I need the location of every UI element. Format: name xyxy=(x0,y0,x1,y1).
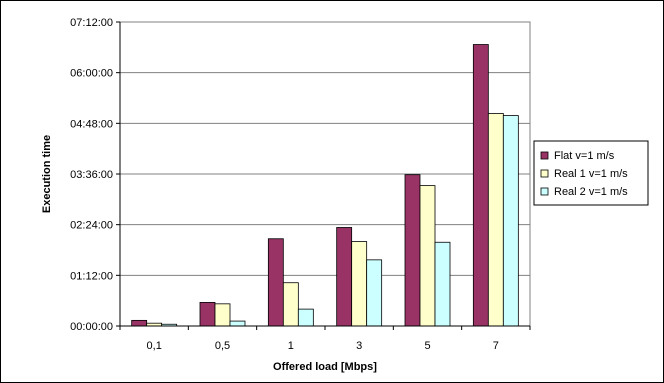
x-tick-label: 3 xyxy=(356,340,362,352)
x-axis-title: Offered load [Mbps] xyxy=(273,361,377,373)
y-tick-label: 02:24:00 xyxy=(70,220,113,232)
bars xyxy=(131,44,519,327)
bar xyxy=(214,303,231,327)
bar xyxy=(336,227,353,327)
bar xyxy=(419,185,436,327)
y-tick-label: 00:00:00 xyxy=(70,321,113,333)
y-tick-label: 01:12:00 xyxy=(70,270,113,282)
bar xyxy=(229,320,246,327)
bar xyxy=(199,302,216,327)
bar xyxy=(472,44,489,327)
legend-swatch xyxy=(540,169,549,178)
y-tick-label: 07:12:00 xyxy=(70,17,113,29)
bar xyxy=(366,259,383,327)
bar xyxy=(502,115,519,327)
bar xyxy=(434,241,451,327)
bar xyxy=(131,319,148,327)
x-tick-label: 1 xyxy=(288,340,294,352)
x-tick-label: 7 xyxy=(493,340,499,352)
y-axis-ticks: 00:00:00 01:12:00 02:24:00 03:36:00 04:48:00… xyxy=(70,17,530,333)
legend: Flat v=1 m/s Real 1 v=1 m/s Real 2 v=1 m/s xyxy=(533,140,649,206)
legend-swatch xyxy=(540,151,549,160)
bar xyxy=(487,113,504,327)
x-tick-label: 0,1 xyxy=(147,340,162,352)
bar xyxy=(267,238,284,327)
y-tick-label: 06:00:00 xyxy=(70,68,113,80)
legend-label: Flat v=1 m/s xyxy=(554,150,615,162)
bar xyxy=(404,174,421,327)
bar xyxy=(297,308,314,327)
gridlines xyxy=(120,21,530,327)
y-tick-label: 04:48:00 xyxy=(70,118,113,130)
y-axis-title: Execution time xyxy=(41,135,53,213)
x-axis-ticks: 0,1 0,5 1 3 5 7 xyxy=(119,326,531,352)
legend-label: Real 1 v=1 m/s xyxy=(554,168,628,180)
legend-label: Real 2 v=1 m/s xyxy=(554,186,628,198)
x-tick-label: 5 xyxy=(424,340,430,352)
legend-swatch xyxy=(540,187,549,196)
y-tick-label: 03:36:00 xyxy=(70,169,113,181)
legend-box xyxy=(533,140,649,206)
bar xyxy=(351,241,368,327)
bar xyxy=(282,282,299,327)
x-tick-label: 0,5 xyxy=(215,340,230,352)
